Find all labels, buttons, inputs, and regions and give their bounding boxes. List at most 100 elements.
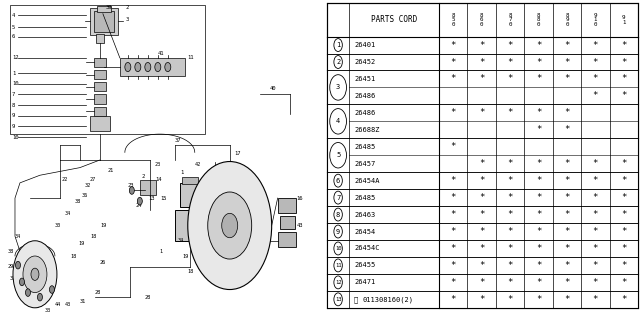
Circle shape: [26, 289, 31, 296]
Text: Ⓑ: Ⓑ: [354, 296, 358, 303]
Text: 43: 43: [65, 302, 71, 307]
Bar: [94, 94, 106, 104]
Text: 36: 36: [82, 193, 88, 197]
Circle shape: [334, 191, 342, 204]
Text: 6: 6: [336, 178, 340, 184]
Text: *: *: [451, 210, 456, 219]
Text: 30: 30: [55, 223, 61, 228]
Bar: [182, 177, 198, 184]
Bar: [90, 116, 110, 131]
Text: *: *: [564, 125, 570, 134]
Text: 8: 8: [12, 103, 15, 108]
Text: *: *: [508, 278, 513, 287]
Text: *: *: [621, 193, 627, 202]
Text: *: *: [564, 244, 570, 253]
Text: 26451: 26451: [354, 76, 375, 82]
Text: *: *: [593, 58, 598, 67]
Circle shape: [334, 208, 342, 221]
Text: *: *: [479, 193, 484, 202]
Text: *: *: [451, 176, 456, 185]
Bar: [327, 70, 638, 104]
Circle shape: [19, 278, 24, 286]
Bar: [94, 11, 114, 32]
Bar: [327, 240, 638, 257]
Text: *: *: [536, 75, 541, 84]
Circle shape: [330, 75, 346, 100]
Text: *: *: [479, 295, 484, 304]
Text: *: *: [564, 278, 570, 287]
Bar: [327, 53, 638, 70]
Bar: [327, 189, 638, 206]
Text: *: *: [536, 193, 541, 202]
Text: *: *: [593, 176, 598, 185]
Text: 12: 12: [12, 55, 19, 60]
Text: 40: 40: [269, 86, 276, 91]
Text: 8
9
0: 8 9 0: [565, 13, 569, 27]
Text: *: *: [536, 227, 541, 236]
Circle shape: [13, 241, 57, 308]
Text: 011308160(2): 011308160(2): [362, 296, 413, 303]
Circle shape: [155, 62, 161, 72]
Text: *: *: [536, 244, 541, 253]
Text: 21: 21: [108, 168, 114, 173]
Circle shape: [23, 256, 47, 292]
Text: 26454A: 26454A: [354, 178, 380, 184]
Text: 1: 1: [12, 71, 15, 76]
Text: *: *: [593, 92, 598, 100]
Text: *: *: [593, 244, 598, 253]
Text: *: *: [479, 41, 484, 50]
Text: *: *: [621, 278, 627, 287]
Bar: [94, 107, 106, 116]
Bar: [327, 138, 638, 172]
Text: *: *: [621, 159, 627, 168]
Bar: [94, 58, 106, 67]
Text: 4: 4: [12, 13, 15, 18]
Bar: [96, 34, 104, 43]
Text: 1: 1: [336, 42, 340, 48]
Text: *: *: [508, 295, 513, 304]
Bar: [327, 172, 638, 189]
Text: 36: 36: [26, 296, 32, 301]
Text: 39: 39: [106, 5, 113, 10]
Circle shape: [138, 197, 142, 205]
Circle shape: [334, 242, 342, 255]
Text: *: *: [451, 193, 456, 202]
Text: *: *: [536, 108, 541, 117]
Text: 9: 9: [12, 113, 15, 118]
Bar: [278, 232, 296, 247]
Text: *: *: [508, 58, 513, 67]
Bar: [327, 223, 638, 240]
Circle shape: [334, 259, 342, 272]
Text: 26401: 26401: [354, 42, 375, 48]
Bar: [90, 8, 118, 35]
Text: 29: 29: [8, 264, 14, 269]
Text: *: *: [451, 278, 456, 287]
Text: 26463: 26463: [354, 212, 375, 218]
Text: *: *: [564, 261, 570, 270]
Text: *: *: [451, 227, 456, 236]
Text: 26471: 26471: [354, 279, 375, 285]
Bar: [94, 82, 106, 92]
Circle shape: [334, 39, 342, 52]
Circle shape: [135, 62, 141, 72]
Bar: [94, 70, 106, 79]
Text: *: *: [621, 210, 627, 219]
Text: 23: 23: [128, 183, 134, 188]
Bar: [278, 198, 296, 213]
Text: *: *: [621, 41, 627, 50]
Circle shape: [208, 192, 252, 259]
Text: *: *: [621, 295, 627, 304]
Text: 1: 1: [160, 249, 163, 254]
Text: 2: 2: [142, 174, 145, 179]
Bar: [140, 180, 156, 195]
Text: 27: 27: [90, 177, 96, 182]
Text: 12: 12: [335, 280, 341, 285]
Text: *: *: [593, 41, 598, 50]
Circle shape: [129, 187, 134, 194]
Text: 11: 11: [188, 55, 195, 60]
Text: *: *: [508, 176, 513, 185]
Circle shape: [49, 286, 54, 293]
Text: *: *: [536, 58, 541, 67]
Circle shape: [334, 276, 342, 289]
Text: *: *: [451, 58, 456, 67]
